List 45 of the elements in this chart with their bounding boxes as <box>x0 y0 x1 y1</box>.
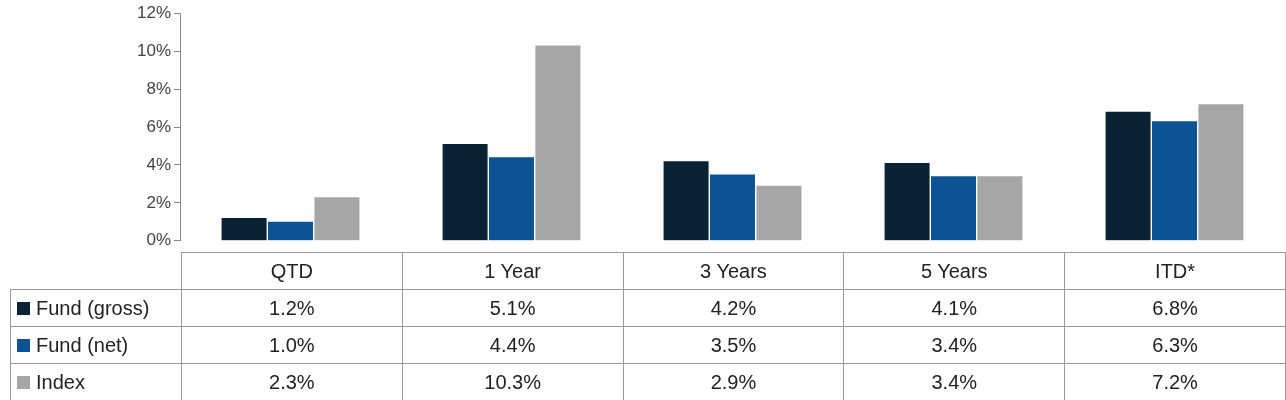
bar <box>930 176 977 241</box>
data-label: 3.4% <box>843 363 1065 400</box>
bar <box>221 218 267 241</box>
bar <box>535 45 581 241</box>
x-tick-label: 5 Years <box>843 252 1065 290</box>
data-label: 4.4% <box>402 326 624 364</box>
data-label: 1.2% <box>181 289 403 327</box>
legend-label: Index <box>36 370 85 393</box>
bar <box>663 161 709 241</box>
bar <box>977 176 1023 241</box>
x-tick-label: 1 Year <box>402 252 624 290</box>
bar <box>709 174 756 241</box>
legend-label: Fund (net) <box>36 333 129 356</box>
y-tick-label: 6% <box>146 116 171 136</box>
data-label: 3.5% <box>623 326 844 364</box>
data-label: 6.3% <box>1064 326 1286 364</box>
y-tick-label: 10% <box>136 40 171 60</box>
x-tick-label: QTD <box>181 252 403 290</box>
bar <box>488 157 535 241</box>
bar <box>1105 111 1151 241</box>
data-label: 2.9% <box>623 363 844 400</box>
bar <box>1198 104 1244 241</box>
bar <box>756 185 802 241</box>
data-label: 4.2% <box>623 289 844 327</box>
bar <box>1151 121 1198 241</box>
data-label: 1.0% <box>181 326 403 364</box>
data-label: 7.2% <box>1064 363 1286 400</box>
bar <box>314 197 360 241</box>
x-tick-label: ITD* <box>1064 252 1286 290</box>
data-label: 5.1% <box>402 289 624 327</box>
data-label: 3.4% <box>843 326 1065 364</box>
y-tick-label: 12% <box>136 2 171 22</box>
data-label: 4.1% <box>843 289 1065 327</box>
bar <box>884 163 930 241</box>
data-label: 6.8% <box>1064 289 1286 327</box>
x-tick-label: 3 Years <box>623 252 844 290</box>
y-tick-label: 0% <box>146 230 171 250</box>
y-tick-label: 4% <box>146 154 171 174</box>
bar <box>442 144 488 241</box>
data-label: 10.3% <box>402 363 624 400</box>
y-tick-label: 2% <box>146 192 171 212</box>
data-label: 2.3% <box>181 363 403 400</box>
legend-label: Fund (gross) <box>36 296 150 319</box>
bar <box>267 221 314 241</box>
y-tick-label: 8% <box>146 78 171 98</box>
